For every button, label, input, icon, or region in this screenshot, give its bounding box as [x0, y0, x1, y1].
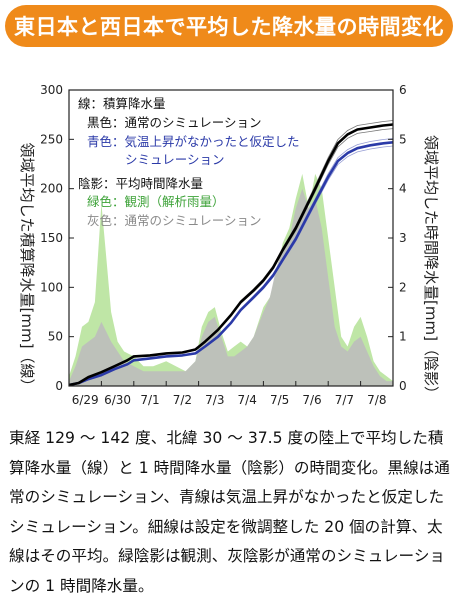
figure-caption: 東経 129 〜 142 度、北緯 30 〜 37.5 度の陸上で平均した積算降… — [9, 429, 450, 595]
y-tick-label: 200 — [40, 182, 63, 196]
y2-tick-label: 4 — [399, 182, 407, 196]
y2-tick-label: 3 — [399, 231, 407, 245]
cumulative-line-no-warming — [68, 141, 394, 387]
y-tick-label: 300 — [40, 83, 63, 97]
x-tick-label: 7/4 — [238, 393, 257, 407]
y2-tick-label: 2 — [399, 280, 407, 294]
x-tick-label: 7/5 — [270, 393, 289, 407]
legend-blue-line: 青色：気温上昇がなかったと仮定した — [87, 134, 300, 149]
legend: 線：積算降水量 黒色：通常のシミュレーション 青色：気温上昇がなかったと仮定した… — [78, 96, 300, 228]
chart-title: 東日本と西日本で平均した降水量の時間変化 — [5, 5, 453, 47]
cumulative-line-normal — [68, 123, 394, 387]
y-tick-label: 250 — [40, 132, 63, 146]
x-tick-label: 7/3 — [205, 393, 224, 407]
x-tick-label: 7/8 — [367, 393, 386, 407]
y2-tick-label: 5 — [399, 132, 407, 146]
x-tick-label: 7/1 — [140, 393, 159, 407]
legend-blue-line-cont: シミュレーション — [125, 152, 225, 167]
legend-lines-header: 線：積算降水量 — [78, 96, 166, 111]
y-axis-label-right: 領域平均した時間降水量[mm]（陰影） — [422, 135, 440, 401]
y-tick-label: 100 — [40, 280, 63, 294]
legend-gray-shade: 灰色：通常のシミュレーション — [87, 213, 262, 228]
hourly-shade-layer — [69, 173, 393, 386]
y2-tick-label: 6 — [399, 83, 407, 97]
x-tick-label: 6/30 — [104, 393, 131, 407]
simulated-hourly-shade — [69, 188, 393, 386]
x-tick-label: 7/6 — [302, 393, 321, 407]
cumulative-lines-layer — [68, 123, 394, 387]
y2-tick-label: 0 — [399, 379, 407, 393]
y-axis-label-left: 領域平均した積算降水量[mm]（線） — [18, 143, 36, 394]
y2-tick-label: 1 — [399, 330, 407, 344]
precipitation-chart: 0 50 100 150 200 250 300 0 1 2 3 4 5 6 6/29 6/30 7/1 7/2 7… — [18, 83, 440, 407]
y-tick-label: 0 — [55, 379, 63, 393]
legend-black-line: 黒色：通常のシミュレーション — [87, 115, 262, 130]
x-tick-label: 7/2 — [173, 393, 192, 407]
y-tick-label: 50 — [48, 330, 63, 344]
legend-green-shade: 緑色：観測（解析雨量） — [87, 194, 225, 209]
x-tick-label: 6/29 — [72, 393, 99, 407]
y-tick-label: 150 — [40, 231, 63, 245]
x-tick-label: 7/7 — [335, 393, 354, 407]
legend-shade-header: 陰影：平均時間降水量 — [78, 176, 203, 191]
tick-layer: 0 50 100 150 200 250 300 0 1 2 3 4 5 6 6/29 6/30 7/1 7/2 7… — [40, 83, 407, 407]
